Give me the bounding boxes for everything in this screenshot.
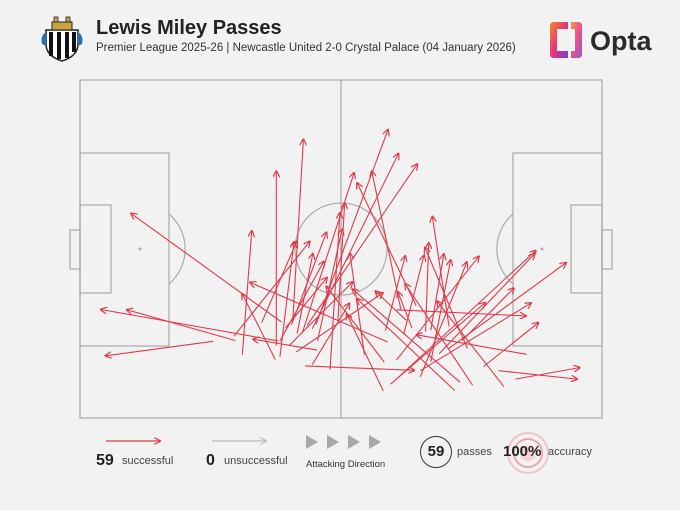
pass-arrow	[131, 214, 282, 323]
pass-arrow	[357, 299, 456, 392]
successful-arrow-icon	[106, 434, 164, 448]
match-subtitle: Premier League 2025-26 | Newcastle Unite…	[96, 42, 516, 54]
pass-arrow	[250, 282, 388, 343]
pass-arrow	[311, 303, 349, 365]
pass-arrow	[326, 287, 385, 363]
pass-arrow	[430, 260, 451, 362]
pass-arrow	[390, 303, 485, 385]
pass-arrow	[425, 248, 468, 349]
pass-arrow	[242, 294, 276, 360]
pass-arrow	[306, 164, 417, 326]
pass-arrow	[296, 254, 313, 334]
pass-arrow	[337, 203, 345, 322]
pass-arrow	[420, 303, 531, 372]
pass-arrow	[430, 254, 444, 331]
attacking-direction-arrows-icon	[306, 435, 381, 449]
pass-arrow	[447, 263, 566, 350]
pass-arrow	[395, 256, 478, 361]
pass-arrow	[329, 213, 340, 370]
pass-arrow	[438, 254, 535, 355]
pass-arrow	[352, 289, 461, 383]
attacking-direction-label: Attacking Direction	[306, 459, 386, 470]
pass-arrow	[375, 291, 407, 321]
accuracy-label: accuracy	[548, 446, 593, 458]
pass-arrow	[288, 282, 352, 346]
unsuccessful-label: unsuccessful	[224, 455, 288, 467]
unsuccessful-count: 0	[206, 452, 215, 469]
pass-arrow	[315, 130, 388, 325]
page-title: Lewis Miley Passes	[96, 17, 282, 39]
pass-arrow	[396, 309, 526, 316]
pass-arrow	[253, 339, 318, 351]
pass-arrow	[106, 340, 214, 356]
pass-arrow	[394, 251, 535, 381]
pass-arrow	[101, 310, 279, 342]
pass-arrow	[403, 255, 424, 335]
pass-arrow	[426, 243, 429, 332]
pass-arrow	[483, 323, 539, 368]
pass-arrow	[350, 253, 366, 356]
accuracy-target-icon	[507, 432, 549, 474]
successful-count: 59	[96, 452, 114, 469]
pass-arrow	[285, 278, 327, 329]
pass-arrow	[233, 242, 310, 337]
pass-arrow	[127, 310, 236, 342]
pass-arrow	[301, 173, 354, 333]
pass-arrow	[372, 171, 402, 311]
successful-label: successful	[122, 455, 174, 467]
pass-arrow	[261, 242, 297, 323]
passes-label: passes	[457, 446, 492, 458]
accuracy-value: 100%	[503, 443, 542, 460]
pass-arrow	[279, 262, 324, 342]
opta-brand-text: Opta	[590, 26, 652, 56]
pass-arrow	[384, 256, 405, 331]
opta-logo-icon	[546, 20, 656, 60]
pass-arrow	[515, 368, 579, 380]
pass-arrow	[347, 314, 384, 392]
newcastle-crest-icon	[40, 14, 84, 62]
unsuccessful-arrow-icon	[212, 434, 270, 448]
pass-arrow	[417, 335, 527, 355]
pass-arrow	[405, 284, 474, 386]
pass-arrow	[279, 242, 294, 357]
pass-arrow	[304, 365, 414, 370]
passes-count-badge: 59	[420, 436, 452, 468]
pass-arrow	[292, 139, 303, 318]
pass-arrow	[241, 231, 251, 355]
